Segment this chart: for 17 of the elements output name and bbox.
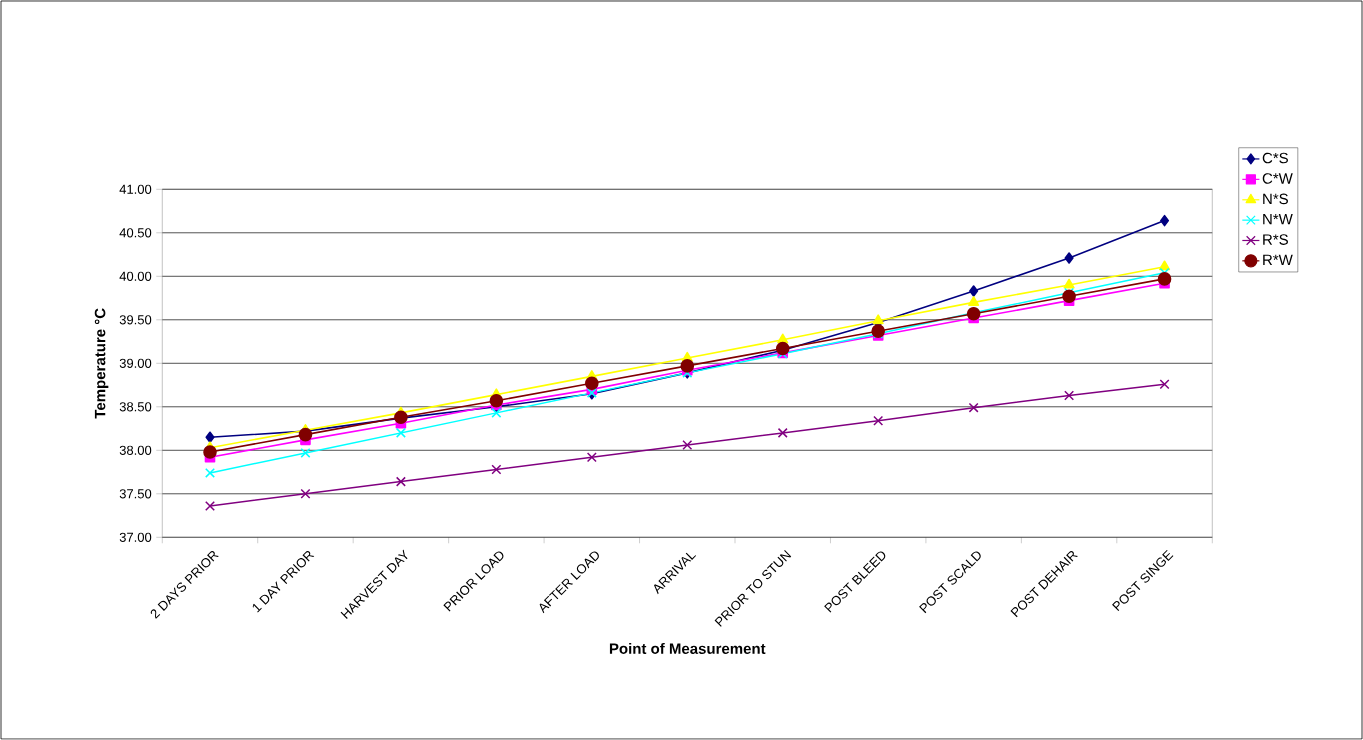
legend-label: N*W [1263,214,1293,225]
y-tick-label: 37.00 [119,532,152,542]
legend-label: C*W [1262,173,1293,184]
legend-label: R*S [1263,234,1288,245]
y-axis-title: Temperature °C [94,308,109,419]
y-tick-label: 40.50 [119,228,152,238]
y-tick-label: 38.00 [119,445,152,455]
y-tick-label: 40.00 [119,271,152,281]
x-axis-title: Point of Measurement [609,642,766,654]
y-tick-label: 37.50 [119,489,152,499]
y-tick-label: 39.50 [119,315,152,325]
y-tick-label: 39.00 [119,358,152,368]
legend-label: R*W [1263,254,1293,266]
y-tick-label: 38.50 [119,402,152,412]
legend-label: C*S [1262,152,1288,164]
legend-label: N*S [1263,193,1288,205]
y-tick-label: 41.00 [119,184,152,194]
